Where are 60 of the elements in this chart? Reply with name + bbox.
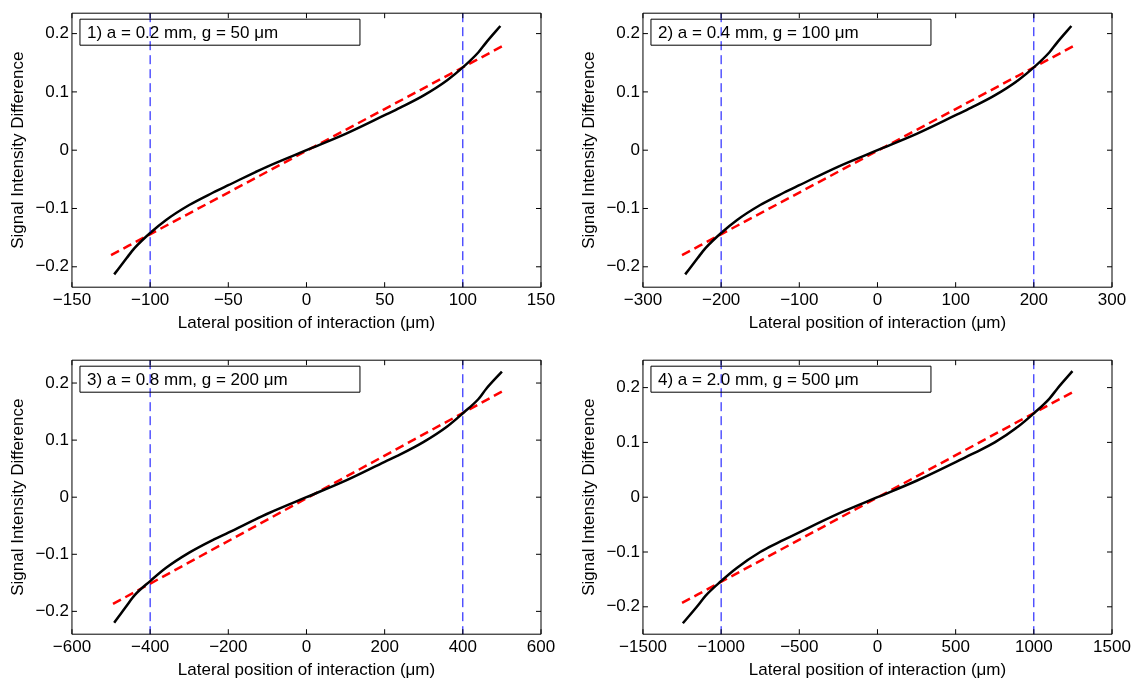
y-tick-label: −0.1 — [606, 541, 640, 561]
x-tick-label: −600 — [52, 637, 92, 657]
y-tick-label: −0.2 — [606, 256, 640, 276]
x-tick-label: −100 — [130, 290, 170, 310]
y-tick-label: 0 — [630, 139, 640, 159]
annotation: 1) a = 0.2 mm, g = 50 μm — [86, 22, 279, 42]
x-tick-label: 400 — [448, 637, 478, 657]
x-tick-label: 100 — [448, 290, 478, 310]
annotation: 2) a = 0.4 mm, g = 100 μm — [657, 22, 859, 42]
y-tick-label: 0.2 — [45, 372, 69, 392]
x-tick-label: −100 — [780, 290, 819, 310]
x-tick-label: −500 — [780, 637, 819, 657]
x-tick-label: 0 — [301, 637, 312, 657]
y-axis-title: Signal Intensity Difference — [7, 51, 27, 249]
y-axis-title: Signal Intensity Difference — [578, 51, 598, 249]
y-tick-label: 0.2 — [616, 377, 640, 397]
x-tick-label: 150 — [526, 290, 556, 310]
x-axis-title: Lateral position of interaction (μm) — [748, 313, 1007, 333]
x-tick-label: 500 — [941, 637, 970, 657]
x-tick-label: 200 — [370, 637, 399, 657]
x-tick-label: 1000 — [1014, 637, 1053, 657]
y-tick-label: 0.1 — [616, 81, 640, 101]
x-tick-label: 300 — [1097, 290, 1127, 310]
y-axis-title: Signal Intensity Difference — [7, 398, 27, 596]
x-tick-label: 0 — [301, 290, 312, 310]
x-tick-label: −300 — [623, 290, 663, 310]
y-tick-label: 0.2 — [45, 23, 69, 43]
x-tick-label: −400 — [130, 637, 170, 657]
y-tick-label: −0.2 — [35, 256, 69, 276]
x-tick-label: −50 — [213, 290, 243, 310]
y-tick-label: 0 — [630, 486, 640, 506]
y-tick-label: −0.1 — [35, 543, 69, 563]
x-tick-label: 600 — [526, 637, 556, 657]
y-tick-label: 0 — [59, 486, 69, 506]
y-tick-label: −0.2 — [606, 596, 640, 616]
y-tick-label: 0 — [59, 139, 69, 159]
x-tick-label: −200 — [701, 290, 741, 310]
x-tick-label: −150 — [52, 290, 92, 310]
x-tick-label: −1000 — [697, 637, 746, 657]
x-tick-label: 200 — [1019, 290, 1049, 310]
y-axis-title: Signal Intensity Difference — [578, 398, 598, 596]
y-tick-label: −0.1 — [606, 198, 640, 218]
x-tick-label: 50 — [375, 290, 395, 310]
y-tick-label: −0.1 — [35, 198, 69, 218]
x-tick-label: 0 — [872, 290, 883, 310]
annotation: 3) a = 0.8 mm, g = 200 μm — [86, 369, 288, 389]
x-axis-title: Lateral position of interaction (μm) — [177, 313, 436, 333]
x-tick-label: −1500 — [619, 637, 667, 657]
y-tick-label: −0.2 — [35, 601, 69, 621]
annotation: 4) a = 2.0 mm, g = 500 μm — [657, 369, 859, 389]
x-axis-title: Lateral position of interaction (μm) — [177, 660, 436, 680]
x-tick-label: 0 — [872, 637, 883, 657]
y-tick-label: 0.1 — [45, 81, 69, 101]
x-tick-label: 100 — [941, 290, 970, 310]
x-tick-label: 1500 — [1093, 637, 1131, 657]
x-tick-label: −200 — [209, 637, 248, 657]
y-tick-label: 0.1 — [45, 429, 69, 449]
y-tick-label: 0.1 — [616, 432, 640, 452]
x-axis-title: Lateral position of interaction (μm) — [748, 660, 1007, 680]
y-tick-label: 0.2 — [616, 23, 640, 43]
